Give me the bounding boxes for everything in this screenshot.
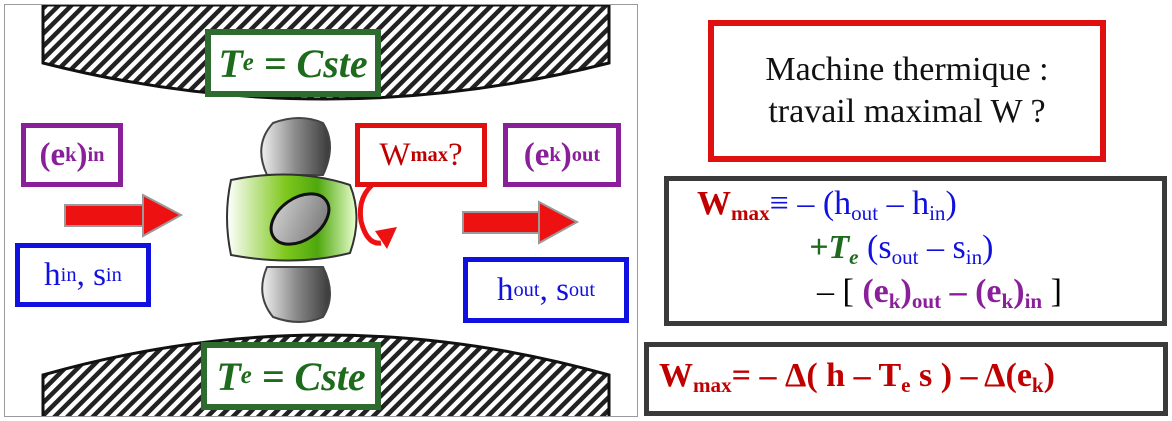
title-line-2: travail maximal W ?	[768, 93, 1046, 130]
title-box: Machine thermique : travail maximal W ?	[708, 20, 1106, 162]
reservoir-illustration	[41, 5, 611, 416]
equation-line-3: – [ (ek)out – (ek)in ]	[817, 273, 1062, 313]
turbine	[226, 117, 358, 323]
kinetic-energy-in-label: (e k) in	[21, 123, 123, 187]
output-arrow	[462, 200, 580, 245]
outlet-state-label: h out, s out	[463, 257, 629, 323]
inlet-state-label: h in, s in	[15, 243, 151, 307]
rotation-arrow	[357, 178, 397, 249]
kinetic-energy-out-label: (e k) out	[503, 123, 621, 187]
equation-line-1: Wmax≡ – (hout – hin)	[697, 185, 957, 225]
equation-line-2: +Te (sout – sin)	[809, 229, 994, 269]
input-arrow	[64, 193, 184, 238]
work-definition-box: Wmax≡ – (hout – hin) +Te (sout – sin) – …	[664, 176, 1167, 326]
title-line-1: Machine thermique :	[765, 50, 1049, 88]
final-formula: Wmax= – Δ( h – Te s ) – Δ(ek)	[659, 357, 1055, 397]
final-formula-box: Wmax= – Δ( h – Te s ) – Δ(ek)	[644, 342, 1168, 416]
